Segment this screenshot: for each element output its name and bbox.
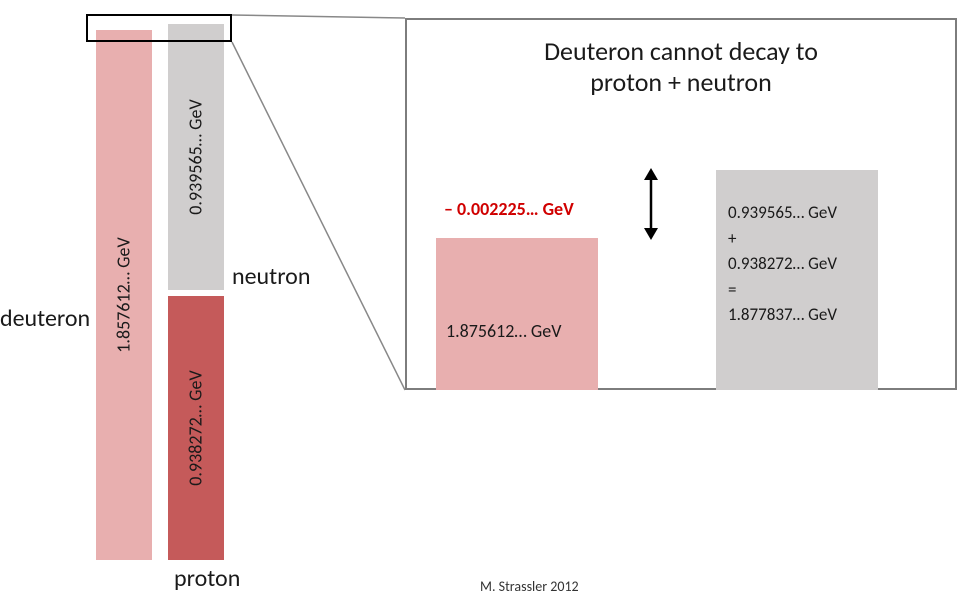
zoom-title-line2: proton + neutron bbox=[590, 66, 772, 98]
diagram-root: 1.857612… GeV 0.939565… GeV 0.938272… Ge… bbox=[0, 0, 968, 604]
attribution-text: M. Strassler 2012 bbox=[480, 578, 579, 595]
neutron-bar: 0.939565… GeV bbox=[168, 24, 224, 290]
difference-arrow-icon bbox=[638, 168, 664, 240]
zoom-sum-line1: 0.939565… GeV bbox=[728, 202, 837, 223]
zoom-sum-line4: = bbox=[728, 279, 736, 300]
zoom-sum-line2: + bbox=[728, 228, 736, 249]
deuteron-value: 1.857612… GeV bbox=[113, 237, 135, 352]
neutron-label: neutron bbox=[232, 262, 310, 291]
zoom-deuteron-bar bbox=[436, 238, 598, 390]
deuteron-bar: 1.857612… GeV bbox=[96, 30, 152, 560]
proton-bar: 0.938272… GeV bbox=[168, 296, 224, 560]
neutron-value: 0.939565… GeV bbox=[185, 99, 207, 214]
zoom-sum-line5: 1.877837… GeV bbox=[728, 304, 837, 325]
difference-label: – 0.002225… GeV bbox=[444, 198, 574, 220]
proton-value: 0.938272… GeV bbox=[185, 370, 207, 485]
zoom-sum-line3: 0.938272… GeV bbox=[728, 253, 837, 274]
zoom-sum-values: 0.939565… GeV + 0.938272… GeV = 1.877837… bbox=[728, 200, 837, 328]
zoom-title-line1: Deuteron cannot decay to bbox=[544, 35, 818, 67]
proton-label: proton bbox=[174, 564, 240, 593]
zoom-title: Deuteron cannot decay to proton + neutro… bbox=[407, 36, 955, 98]
zoom-deuteron-value: 1.875612… GeV bbox=[446, 320, 561, 342]
callout-highlight-box bbox=[86, 14, 232, 42]
deuteron-label: deuteron bbox=[0, 304, 90, 333]
